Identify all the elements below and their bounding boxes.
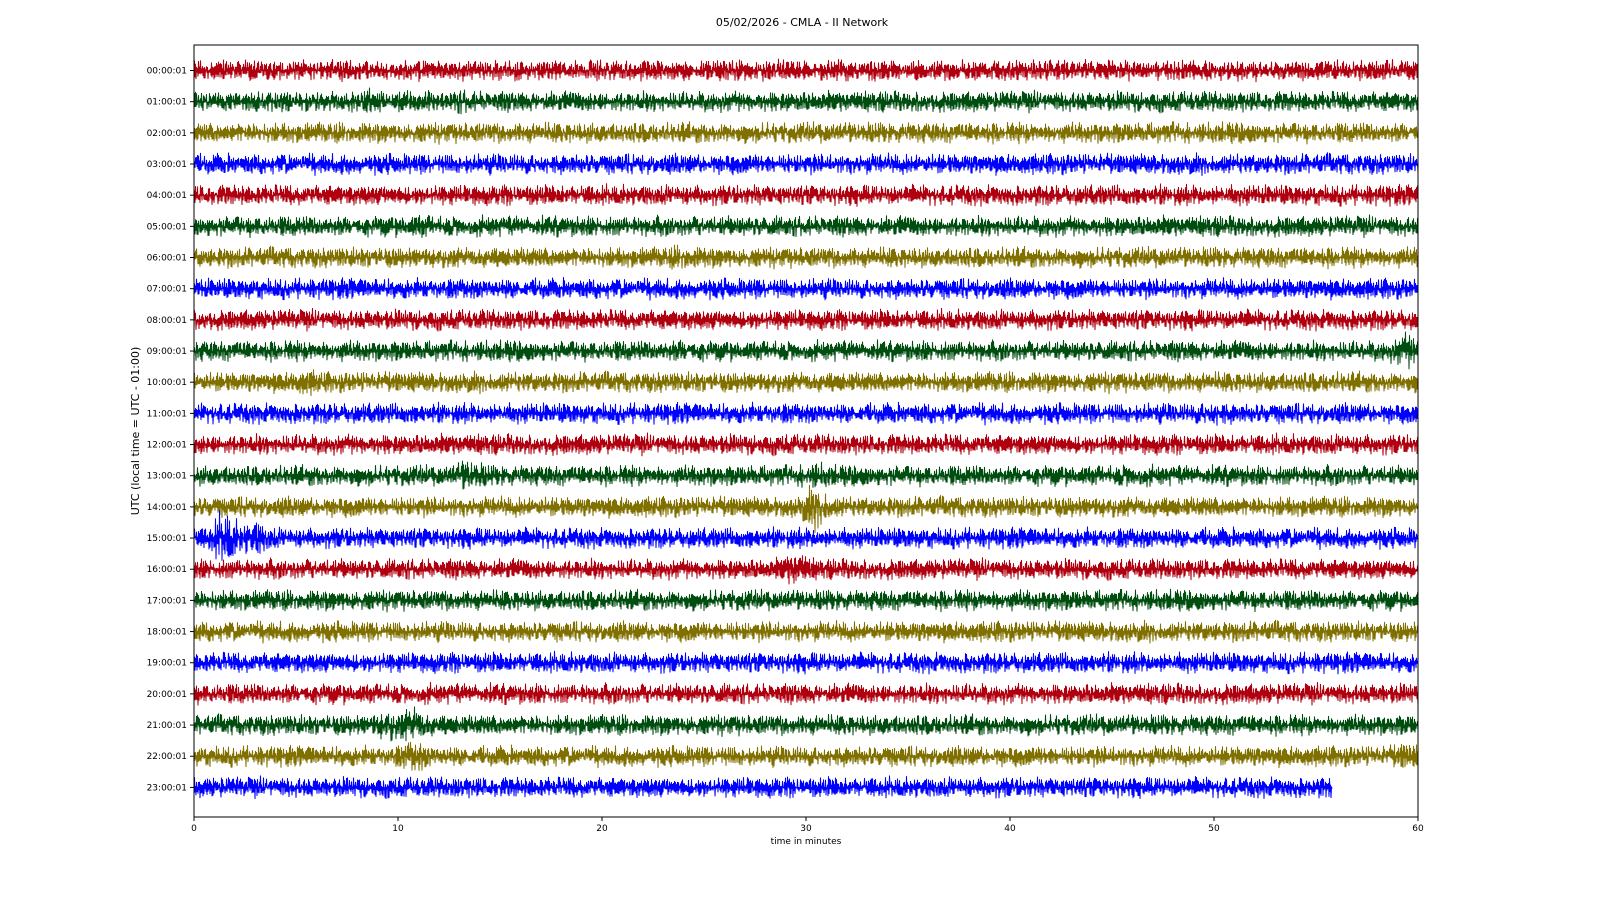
y-tick-label: 20:00:01 bbox=[147, 690, 187, 700]
trace-07-00-01 bbox=[193, 277, 1419, 301]
y-tick-label: 07:00:01 bbox=[147, 285, 187, 295]
trace-05-00-01 bbox=[193, 214, 1419, 239]
trace-17-00-01 bbox=[193, 588, 1419, 613]
trace-18-00-01 bbox=[193, 619, 1419, 644]
trace-22-00-01 bbox=[193, 741, 1419, 771]
trace-13-00-01 bbox=[193, 460, 1419, 490]
trace-01-00-01 bbox=[193, 87, 1419, 115]
y-tick-label: 05:00:01 bbox=[147, 222, 187, 232]
y-tick-label: 23:00:01 bbox=[147, 783, 187, 793]
x-axis-label: time in minutes bbox=[771, 837, 842, 847]
y-tick-labels: 00:00:01 01:00:01 02:00:01 03:00:01 04:00:01… bbox=[147, 67, 194, 793]
x-tick-label: 0 bbox=[191, 824, 197, 834]
y-tick-label: 16:00:01 bbox=[147, 565, 187, 575]
chart-title: 05/02/2026 - CMLA - II Network bbox=[716, 16, 889, 29]
trace-02-00-01 bbox=[193, 121, 1419, 145]
trace-12-00-01 bbox=[193, 432, 1419, 457]
y-axis-label: UTC (local time = UTC - 01:00) bbox=[129, 347, 142, 516]
y-tick-label: 02:00:01 bbox=[147, 129, 187, 139]
trace-20-00-01 bbox=[193, 681, 1419, 706]
trace-06-00-01 bbox=[193, 244, 1419, 270]
y-tick-label: 14:00:01 bbox=[147, 503, 187, 513]
y-tick-label: 22:00:01 bbox=[147, 752, 187, 762]
trace-11-00-01 bbox=[193, 401, 1419, 426]
trace-16-00-01 bbox=[193, 555, 1419, 585]
y-tick-label: 15:00:01 bbox=[147, 534, 187, 544]
y-tick-label: 18:00:01 bbox=[147, 628, 187, 638]
y-tick-label: 04:00:01 bbox=[147, 191, 187, 201]
trace-03-00-01 bbox=[193, 152, 1419, 176]
trace-23-00-01 bbox=[193, 775, 1333, 800]
trace-19-00-01 bbox=[193, 650, 1419, 675]
y-tick-label: 08:00:01 bbox=[147, 316, 187, 326]
y-tick-label: 19:00:01 bbox=[147, 659, 187, 669]
y-tick-label: 06:00:01 bbox=[147, 254, 187, 264]
y-tick-label: 00:00:01 bbox=[147, 67, 187, 77]
y-tick-label: 03:00:01 bbox=[147, 160, 187, 170]
y-tick-label: 11:00:01 bbox=[147, 409, 187, 419]
trace-08-00-01 bbox=[193, 307, 1419, 332]
y-tick-label: 21:00:01 bbox=[147, 721, 187, 731]
x-tick-label: 20 bbox=[596, 824, 608, 834]
trace-14-00-01 bbox=[193, 484, 1419, 533]
trace-15-00-01 bbox=[193, 510, 1419, 561]
trace-10-00-01 bbox=[193, 369, 1419, 397]
x-tick-label: 10 bbox=[392, 824, 404, 834]
trace-group bbox=[193, 58, 1419, 800]
x-tick-label: 30 bbox=[800, 824, 812, 834]
x-tick-labels: 0 10 20 30 40 50 60 bbox=[191, 817, 1424, 834]
trace-04-00-01 bbox=[193, 183, 1419, 207]
y-tick-label: 09:00:01 bbox=[147, 347, 187, 357]
y-tick-label: 17:00:01 bbox=[147, 596, 187, 606]
y-tick-label: 10:00:01 bbox=[147, 378, 187, 388]
trace-21-00-01 bbox=[193, 706, 1419, 742]
x-tick-label: 40 bbox=[1004, 824, 1016, 834]
x-tick-label: 60 bbox=[1412, 824, 1424, 834]
trace-00-00-01 bbox=[193, 58, 1419, 83]
x-tick-label: 50 bbox=[1208, 824, 1220, 834]
y-tick-label: 13:00:01 bbox=[147, 472, 187, 482]
y-tick-label: 12:00:01 bbox=[147, 441, 187, 451]
y-tick-label: 01:00:01 bbox=[147, 98, 187, 108]
trace-09-00-01 bbox=[193, 331, 1419, 370]
